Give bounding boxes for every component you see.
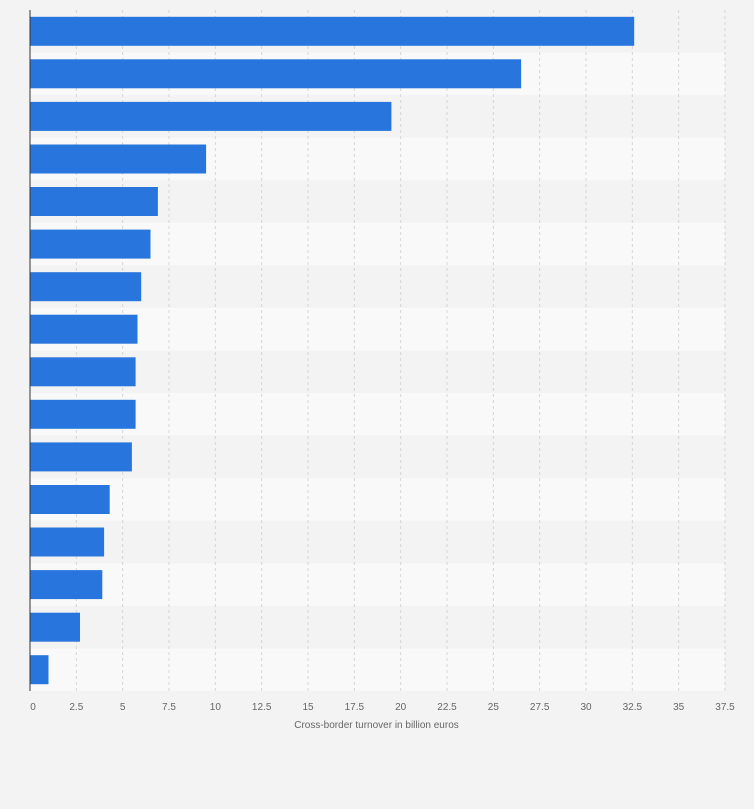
bar[interactable] [30, 485, 110, 514]
bar[interactable] [30, 442, 132, 472]
row-band [30, 520, 725, 564]
bars [30, 16, 635, 685]
bar[interactable] [30, 229, 151, 259]
row-band [30, 350, 725, 394]
x-axis-title: Cross-border turnover in billion euros [294, 720, 459, 731]
row-band [30, 307, 725, 351]
row-band [30, 435, 725, 479]
bar[interactable] [30, 655, 49, 685]
bar[interactable] [30, 357, 136, 387]
bar[interactable] [30, 16, 635, 46]
bar[interactable] [30, 59, 522, 89]
bar[interactable] [30, 570, 103, 600]
row-band [30, 478, 725, 521]
bar[interactable] [30, 101, 392, 131]
x-tick-label: 35 [673, 702, 685, 713]
row-band [30, 393, 725, 436]
x-tick-label: 10 [210, 702, 222, 713]
x-tick-label: 32.5 [623, 702, 643, 713]
row-band [30, 265, 725, 308]
x-axis-tick-labels: 0 2.5 5 7.5 10 12.5 15 17.5 20 22.5 25 27.5 30 32.5 35… [30, 702, 735, 713]
x-tick-label: 20 [395, 702, 407, 713]
row-band [30, 563, 725, 606]
bar[interactable] [30, 272, 142, 302]
bar[interactable] [30, 314, 138, 344]
x-tick-label: 22.5 [437, 702, 457, 713]
x-tick-label: 17.5 [345, 702, 365, 713]
bar[interactable] [30, 399, 136, 429]
x-tick-label: 30 [580, 702, 592, 713]
x-tick-label: 15 [302, 702, 314, 713]
bar[interactable] [30, 527, 105, 557]
row-band [30, 605, 725, 649]
x-tick-label: 2.5 [69, 702, 83, 713]
bar[interactable] [30, 612, 80, 642]
x-tick-label: 25 [488, 702, 500, 713]
row-band [30, 648, 725, 691]
bar[interactable] [30, 187, 158, 216]
x-tick-label: 12.5 [252, 702, 272, 713]
x-tick-label: 27.5 [530, 702, 550, 713]
x-tick-label: 0 [30, 702, 36, 713]
x-tick-label: 37.5 [715, 702, 735, 713]
x-tick-label: 5 [120, 702, 126, 713]
x-tick-label: 7.5 [162, 702, 176, 713]
bar[interactable] [30, 144, 207, 174]
